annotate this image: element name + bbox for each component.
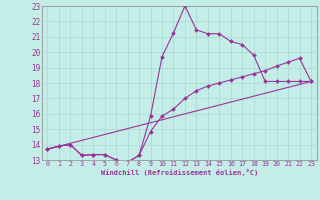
X-axis label: Windchill (Refroidissement éolien,°C): Windchill (Refroidissement éolien,°C)	[100, 169, 258, 176]
